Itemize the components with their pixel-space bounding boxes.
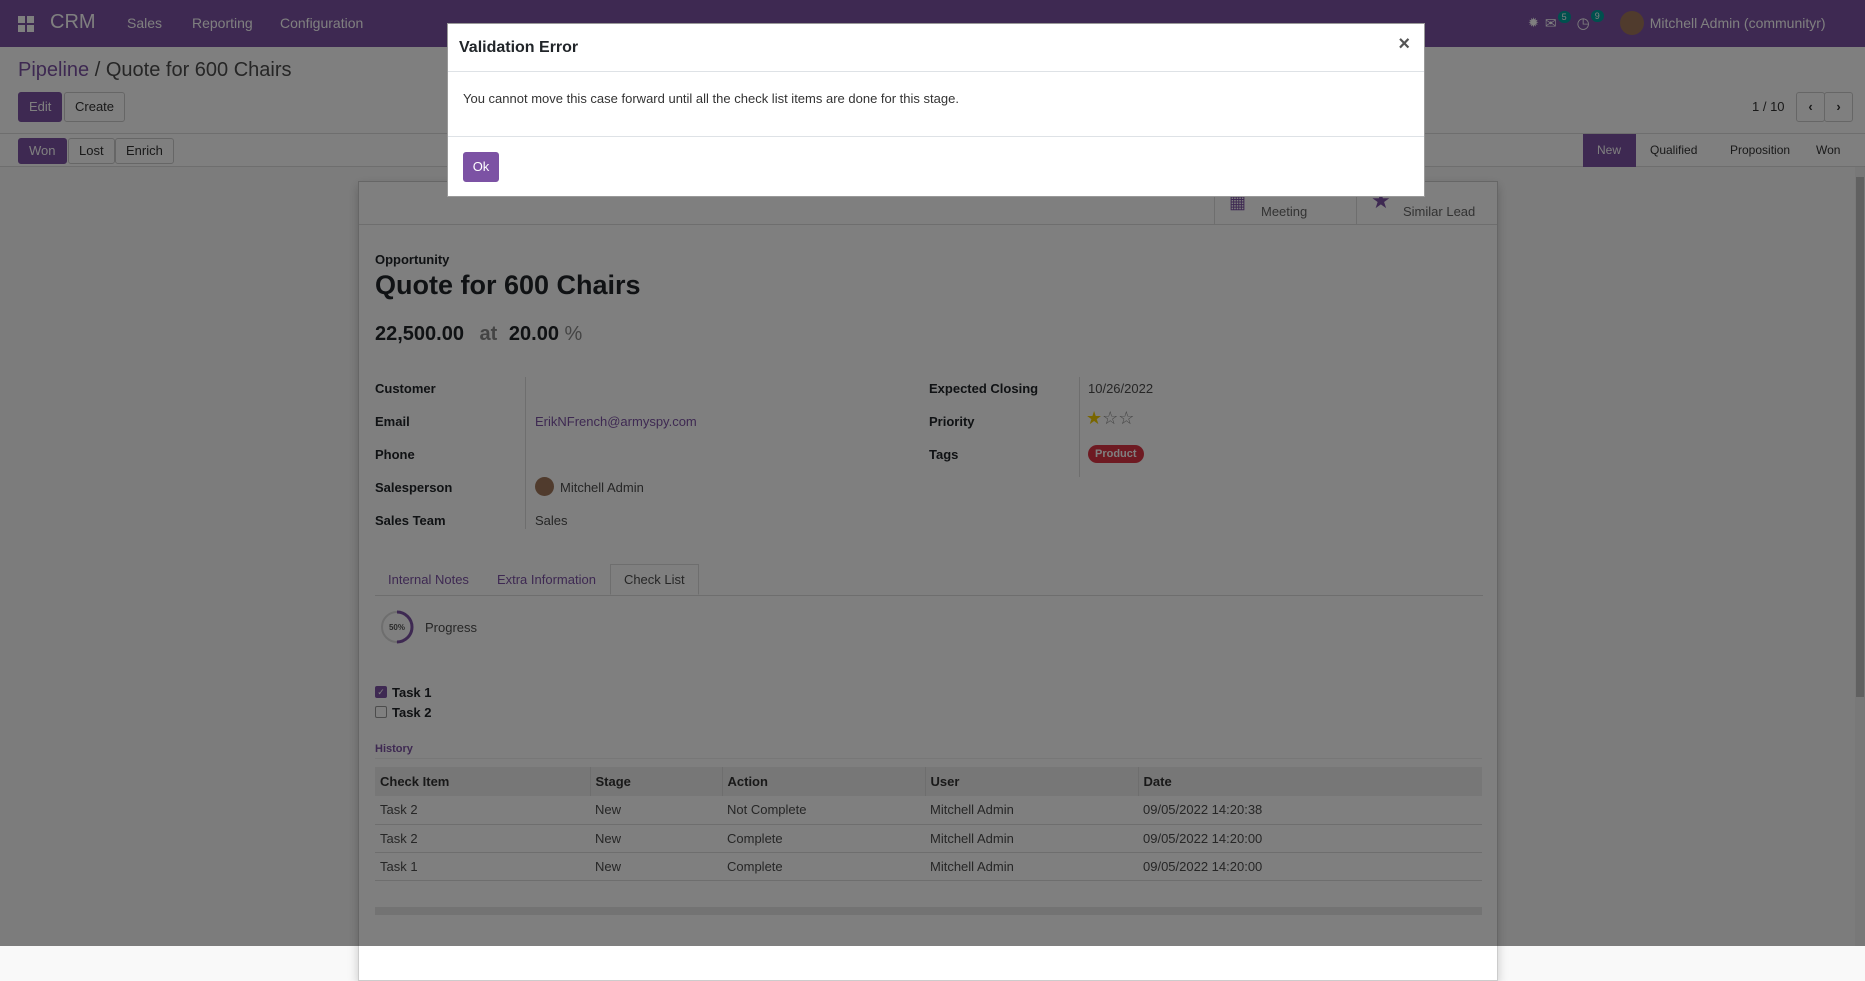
footer-divider (448, 136, 1424, 137)
ok-button[interactable]: Ok (463, 152, 499, 182)
dialog-message: You cannot move this case forward until … (463, 91, 959, 106)
close-icon[interactable]: × (1398, 33, 1410, 55)
header-divider (448, 71, 1424, 72)
dialog-title: Validation Error (459, 39, 579, 56)
validation-error-dialog: Validation Error × You cannot move this … (447, 23, 1425, 197)
